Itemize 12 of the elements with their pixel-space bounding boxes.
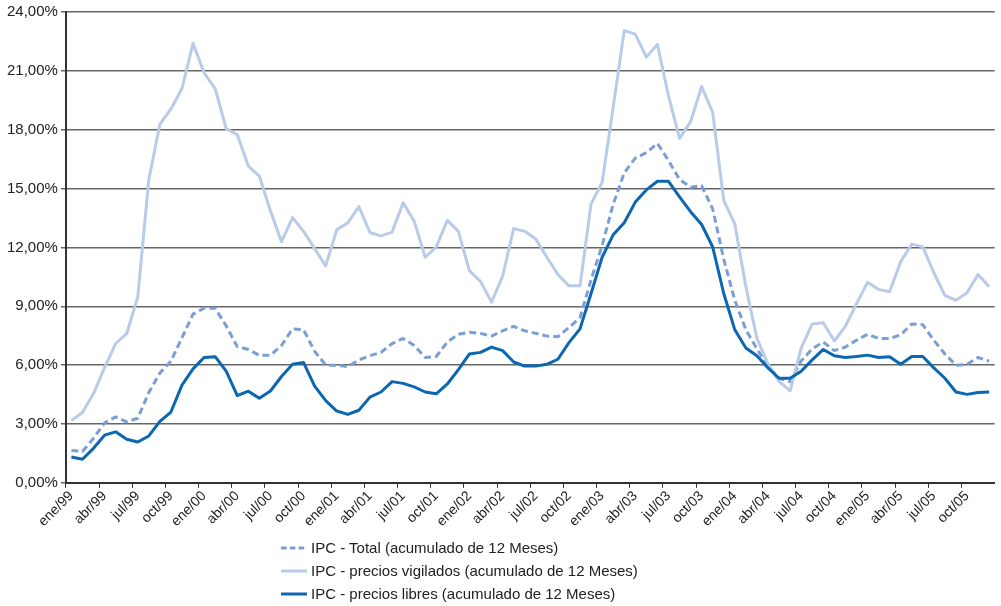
y-tick-label: 24,00% bbox=[7, 2, 58, 20]
y-tick-label: 0,00% bbox=[15, 472, 58, 490]
y-tick-label: 6,00% bbox=[15, 355, 58, 373]
legend-label: IPC - precios libres (acumulado de 12 Meses) bbox=[311, 585, 616, 602]
legend-label: IPC - Total (acumulado de 12 Meses) bbox=[311, 539, 559, 556]
y-tick-label: 9,00% bbox=[15, 296, 58, 314]
y-tick-label: 18,00% bbox=[7, 119, 58, 137]
legend-label: IPC - precios vigilados (acumulado de 12 Meses) bbox=[311, 562, 638, 579]
y-tick-label: 12,00% bbox=[7, 237, 58, 255]
y-tick-label: 3,00% bbox=[15, 414, 58, 432]
y-tick-label: 21,00% bbox=[7, 61, 58, 78]
y-tick-label: 15,00% bbox=[7, 178, 58, 196]
